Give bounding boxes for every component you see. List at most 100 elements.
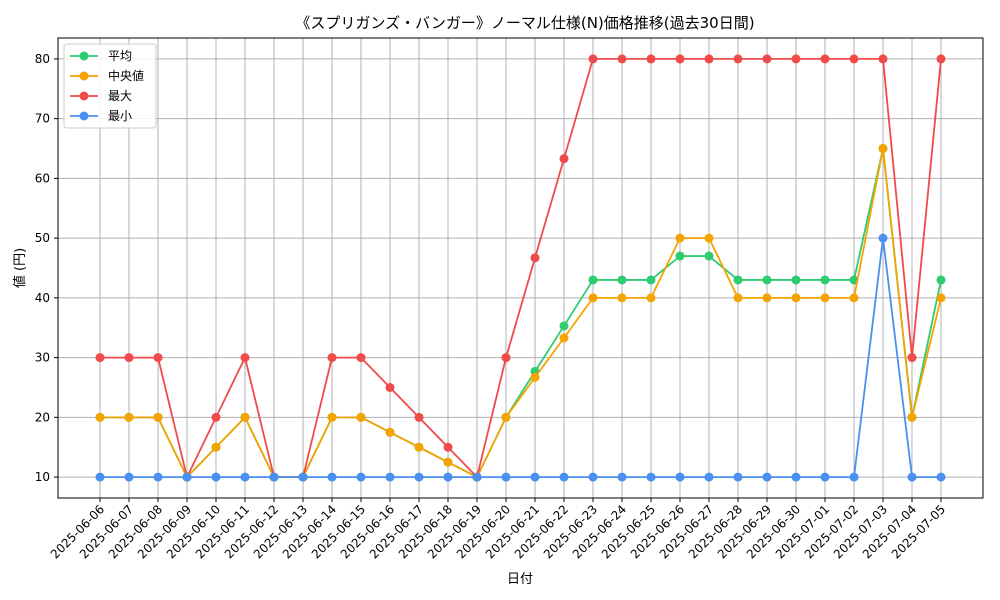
data-point (124, 353, 134, 363)
data-point (733, 54, 743, 64)
data-point (327, 353, 337, 363)
legend-label: 最小 (108, 109, 132, 123)
legend-label: 平均 (108, 49, 132, 63)
data-point (95, 472, 105, 482)
data-point (820, 472, 830, 482)
y-tick-label: 30 (35, 351, 50, 365)
data-point (182, 472, 192, 482)
data-point (878, 233, 888, 243)
data-point (211, 442, 221, 452)
legend-box (63, 43, 157, 129)
data-point (762, 54, 772, 64)
data-point (907, 412, 917, 422)
data-point (356, 472, 366, 482)
data-point (240, 412, 250, 422)
data-point (646, 293, 656, 303)
data-point (501, 472, 511, 482)
data-point (356, 412, 366, 422)
y-axis: 10 20 30 40 50 60 70 80 (35, 52, 58, 484)
data-point (733, 472, 743, 482)
data-point (385, 382, 395, 392)
legend-swatch-marker (79, 91, 89, 101)
data-point (211, 472, 221, 482)
data-point (646, 472, 656, 482)
x-axis: 2025-06-062025-06-072025-06-082025-06-09… (48, 498, 948, 561)
data-point (820, 293, 830, 303)
data-point (153, 353, 163, 363)
data-point (501, 412, 511, 422)
y-tick-label: 40 (35, 291, 50, 305)
series-lines (95, 54, 946, 482)
data-point (617, 275, 627, 285)
data-point (762, 293, 772, 303)
data-point (559, 154, 569, 164)
data-point (849, 472, 859, 482)
data-point (559, 472, 569, 482)
data-point (530, 253, 540, 263)
data-point (240, 353, 250, 363)
data-point (936, 472, 946, 482)
data-point (327, 412, 337, 422)
data-point (385, 427, 395, 437)
y-tick-label: 20 (35, 410, 50, 424)
data-point (414, 472, 424, 482)
y-tick-label: 70 (35, 112, 50, 126)
chart-title: 《スプリガンズ・バンガー》ノーマル仕様(N)価格推移(過去30日間) (295, 14, 754, 32)
data-point (559, 321, 569, 331)
data-point (559, 333, 569, 343)
data-point (878, 144, 888, 154)
data-point (791, 54, 801, 64)
data-point (675, 54, 685, 64)
data-point (675, 233, 685, 243)
data-point (907, 353, 917, 363)
data-point (791, 275, 801, 285)
data-point (356, 353, 366, 363)
data-point (936, 293, 946, 303)
data-point (124, 472, 134, 482)
data-point (588, 54, 598, 64)
data-point (762, 275, 772, 285)
legend-label: 最大 (108, 89, 132, 103)
data-point (95, 353, 105, 363)
data-point (617, 293, 627, 303)
data-point (414, 412, 424, 422)
series-line-最大 (100, 58, 942, 478)
data-point (240, 472, 250, 482)
y-tick-label: 50 (35, 231, 50, 245)
plot-frame (57, 37, 984, 499)
data-point (820, 54, 830, 64)
data-point (443, 457, 453, 467)
data-point (704, 233, 714, 243)
data-point (791, 293, 801, 303)
data-point (95, 412, 105, 422)
data-point (704, 251, 714, 261)
y-tick-label: 10 (35, 470, 50, 484)
data-point (733, 275, 743, 285)
data-point (472, 472, 482, 482)
data-point (211, 412, 221, 422)
legend-swatch-marker (79, 51, 89, 61)
data-point (907, 472, 917, 482)
data-point (530, 372, 540, 382)
data-point (414, 442, 424, 452)
data-point (675, 472, 685, 482)
series-line-最小 (100, 237, 941, 478)
legend-label: 中央値 (108, 68, 144, 83)
grid (58, 38, 983, 498)
data-point (501, 353, 511, 363)
data-point (704, 54, 714, 64)
data-point (849, 293, 859, 303)
data-point (443, 472, 453, 482)
data-point (646, 54, 656, 64)
y-axis-title: 値 (円) (12, 248, 28, 288)
data-point (269, 472, 279, 482)
data-point (124, 412, 134, 422)
data-point (153, 412, 163, 422)
data-point (704, 472, 714, 482)
data-point (849, 54, 859, 64)
data-point (733, 293, 743, 303)
data-point (936, 275, 946, 285)
series-line-平均 (100, 147, 942, 478)
